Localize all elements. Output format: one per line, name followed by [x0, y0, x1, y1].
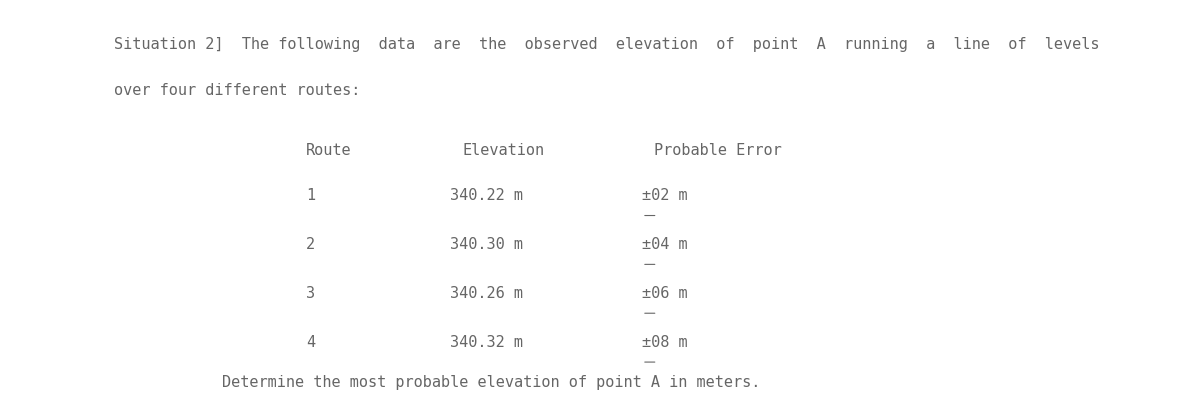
- Text: 340.22 m: 340.22 m: [450, 188, 523, 203]
- Text: ±06 m: ±06 m: [642, 285, 688, 300]
- Text: Elevation: Elevation: [462, 142, 544, 157]
- Text: 340.26 m: 340.26 m: [450, 285, 523, 300]
- Text: ±08 m: ±08 m: [642, 334, 688, 349]
- Text: Determine the most probable elevation of point A in meters.: Determine the most probable elevation of…: [222, 374, 761, 389]
- Text: over four different routes:: over four different routes:: [114, 83, 360, 97]
- Text: 2: 2: [306, 237, 316, 252]
- Text: 340.30 m: 340.30 m: [450, 237, 523, 252]
- Text: Probable Error: Probable Error: [654, 142, 781, 157]
- Text: ±04 m: ±04 m: [642, 237, 688, 252]
- Text: Situation 2]  The following  data  are  the  observed  elevation  of  point  A  : Situation 2] The following data are the …: [114, 37, 1099, 52]
- Text: 340.32 m: 340.32 m: [450, 334, 523, 349]
- Text: 1: 1: [306, 188, 316, 203]
- Text: 4: 4: [306, 334, 316, 349]
- Text: ±02 m: ±02 m: [642, 188, 688, 203]
- Text: 3: 3: [306, 285, 316, 300]
- Text: Route: Route: [306, 142, 352, 157]
